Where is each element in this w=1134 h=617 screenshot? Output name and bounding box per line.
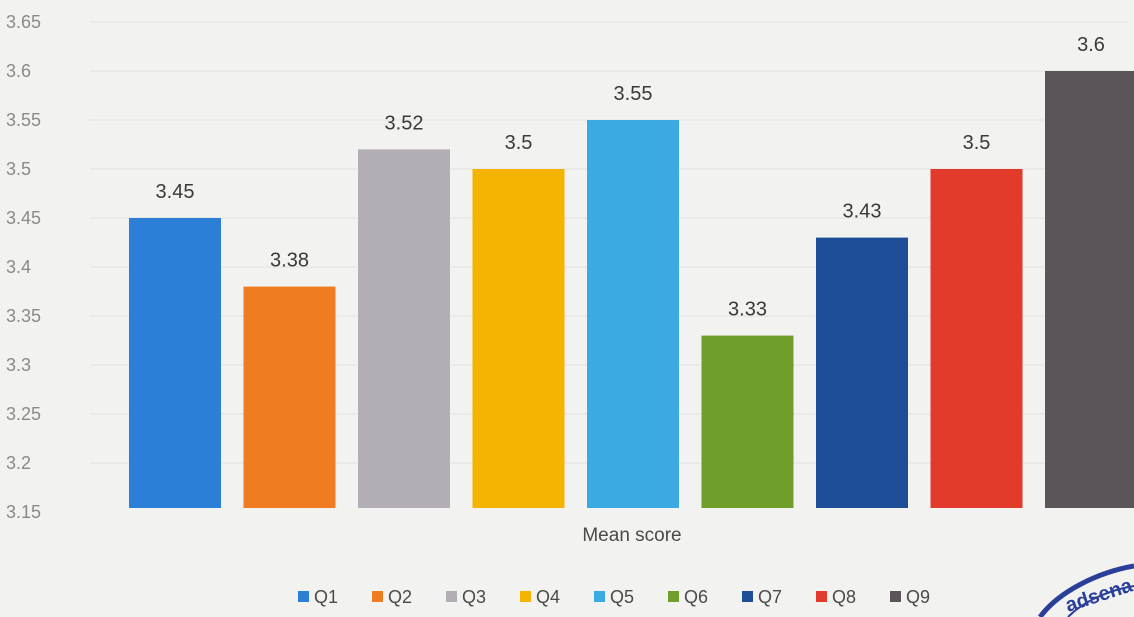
legend-swatch-q7 [742,591,753,602]
data-labels: 3.45 3.38 3.52 3.5 3.55 3.33 3.43 3.5 3.6 [156,34,1105,321]
y-tick-label: 3.3 [6,355,31,375]
bar-q6 [701,335,794,508]
legend-label-q8: Q8 [832,587,856,607]
data-label-q2: 3.38 [270,250,309,272]
y-tick-label: 3.65 [6,12,41,32]
y-tick-label: 3.6 [6,61,31,81]
legend-swatch-q4 [520,591,531,602]
y-tick-label: 3.45 [6,208,41,228]
legend-swatch-q3 [446,591,457,602]
bar-q2 [243,286,336,508]
data-label-q7: 3.43 [843,201,882,223]
data-label-q6: 3.33 [728,299,767,321]
legend-swatch-q2 [372,591,383,602]
legend-label-q1: Q1 [314,587,338,607]
legend-swatch-q1 [298,591,309,602]
y-tick-label: 3.4 [6,257,31,277]
x-axis-title: Mean score [582,525,681,546]
legend-swatch-q6 [668,591,679,602]
data-label-q4: 3.5 [505,132,533,154]
bar-q9 [1045,71,1134,508]
legend-swatch-q8 [816,591,827,602]
stamp: adsena G [1037,563,1134,617]
y-tick-label: 3.35 [6,306,41,326]
legend-label-q2: Q2 [388,587,412,607]
bars [129,71,1134,508]
bar-q4 [472,169,565,508]
bar-q7 [816,237,908,508]
bar-q3 [358,149,450,508]
legend-label-q5: Q5 [610,587,634,607]
legend-label-q9: Q9 [906,587,930,607]
legend-label-q4: Q4 [536,587,560,607]
data-label-q5: 3.55 [614,83,653,105]
y-tick-label: 3.5 [6,159,31,179]
y-tick-label: 3.55 [6,110,41,130]
legend: Q1 Q2 Q3 Q4 Q5 Q6 Q7 Q8 Q9 [298,587,930,607]
data-label-q3: 3.52 [385,112,424,134]
legend-swatch-q5 [594,591,605,602]
legend-label-q3: Q3 [462,587,486,607]
y-axis-ticks: 3.15 3.2 3.25 3.3 3.35 3.4 3.45 3.5 3.55 3.6 3.65 [6,12,41,522]
legend-label-q7: Q7 [758,587,782,607]
data-label-q9: 3.6 [1077,34,1105,56]
legend-label-q6: Q6 [684,587,708,607]
y-tick-label: 3.25 [6,404,41,424]
bar-q1 [129,218,221,508]
bar-q5 [587,120,679,508]
y-tick-label: 3.2 [6,453,31,473]
y-tick-label: 3.15 [6,502,41,522]
data-label-q8: 3.5 [963,132,991,154]
bar-q8 [930,169,1023,508]
data-label-q1: 3.45 [156,181,195,203]
legend-swatch-q9 [890,591,901,602]
